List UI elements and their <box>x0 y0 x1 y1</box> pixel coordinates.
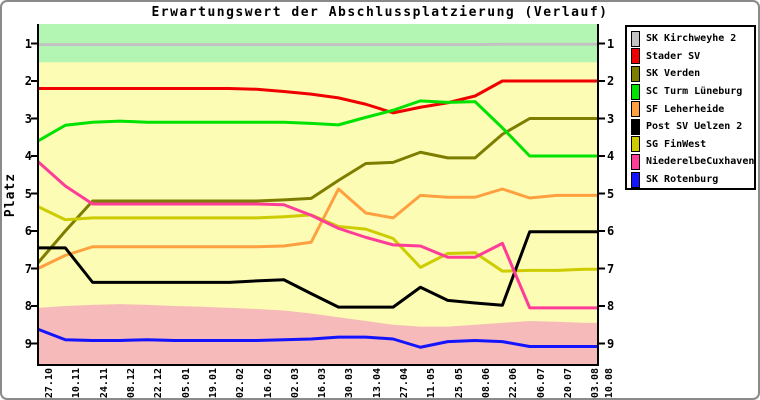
x-tick-label: 02.02 <box>235 368 247 399</box>
x-tick-label: 13.04 <box>371 368 383 399</box>
y-tick-label-left: 3 <box>24 111 32 126</box>
y-tick-label-left: 1 <box>24 36 32 51</box>
series-line-stader-sv <box>38 79 598 115</box>
series-line-post-sv-uelzen-2 <box>38 230 598 309</box>
y-tick-label-right: 7 <box>607 261 615 276</box>
legend-item: SK Verden <box>631 65 754 83</box>
legend-item: NiederelbeCuxhaven <box>631 153 754 171</box>
y-tick-label-right: 6 <box>607 224 615 238</box>
x-tick-label: 02.03 <box>289 368 301 399</box>
legend-label: SK Verden <box>646 68 701 80</box>
x-tick-label: 06.07 <box>535 368 547 399</box>
y-tick-label-right: 9 <box>607 336 615 351</box>
series-line-niederelbecuxhaven <box>37 160 598 310</box>
y-tick-label-left: 8 <box>24 299 32 313</box>
legend-item: SK Rotenburg <box>631 171 754 189</box>
x-tick-label: 27.04 <box>399 368 411 399</box>
y-tick-label-right: 8 <box>607 299 615 313</box>
legend-item: Stader SV <box>631 48 754 66</box>
y-tick-label-right: 3 <box>607 111 615 126</box>
legend-swatch <box>631 83 640 100</box>
x-tick-label: 20.07 <box>563 368 575 399</box>
legend-swatch <box>631 153 640 170</box>
chart-title: Erwartungswert der Abschlussplatzierung … <box>151 5 609 20</box>
x-tick-label: 08.06 <box>481 368 493 399</box>
y-tick-label-right: 4 <box>607 149 615 163</box>
y-tick-label-left: 9 <box>24 336 32 351</box>
legend-swatch <box>631 30 640 47</box>
x-tick-label: 11.05 <box>426 368 438 399</box>
legend-label: SF Leherheide <box>646 103 725 115</box>
zone-relegation <box>38 304 598 366</box>
x-tick-label: 25.05 <box>453 368 465 399</box>
legend-label: SK Rotenburg <box>646 174 719 186</box>
x-tick-label: 24.11 <box>98 368 110 399</box>
legend-box: SK Kirchweyhe 2 Stader SV SK Verden SC Turm… <box>625 25 756 190</box>
legend-swatch <box>631 171 640 188</box>
x-tick-label: 22.06 <box>508 368 520 399</box>
y-tick-label-right: 5 <box>607 186 615 201</box>
series-line-sf-leherheide <box>37 187 598 270</box>
legend-label: Post SV Uelzen 2 <box>646 121 743 133</box>
legend-swatch <box>631 136 640 153</box>
x-tick-label: 19.01 <box>207 368 219 399</box>
x-tick-label: 10.08 <box>604 368 615 399</box>
legend-item: SC Turm Lüneburg <box>631 83 754 101</box>
legend-swatch <box>631 65 640 82</box>
legend-item: SF Leherheide <box>631 100 754 118</box>
y-tick-label-right: 2 <box>607 74 615 88</box>
x-tick-label: 03.08 <box>590 368 602 399</box>
x-tick-label: 08.12 <box>125 368 137 399</box>
legend-swatch <box>631 48 640 65</box>
x-tick-label: 22.12 <box>153 368 165 399</box>
legend-label: SG FinWest <box>646 138 707 150</box>
y-tick-label-left: 2 <box>24 74 32 88</box>
x-tick-label: 05.01 <box>180 368 192 399</box>
x-tick-label: 16.02 <box>262 368 274 399</box>
legend-item: Post SV Uelzen 2 <box>631 118 754 136</box>
legend-label: SK Kirchweyhe 2 <box>646 33 737 45</box>
y-tick-label-left: 4 <box>24 149 32 163</box>
y-tick-label-left: 5 <box>24 186 32 201</box>
legend-item: SG FinWest <box>631 136 754 154</box>
legend-swatch <box>631 101 640 118</box>
x-tick-label: 10.11 <box>71 368 83 399</box>
series-line-sk-verden <box>36 117 598 264</box>
legend-item: SK Kirchweyhe 2 <box>631 30 754 48</box>
y-tick-label-right: 1 <box>607 36 615 51</box>
legend-label: Stader SV <box>646 50 701 62</box>
x-tick-label: 27.10 <box>44 368 55 399</box>
legend-label: NiederelbeCuxhaven <box>646 156 755 168</box>
legend-label: SC Turm Lüneburg <box>646 86 743 98</box>
y-tick-label-left: 7 <box>24 261 32 276</box>
x-tick-label: 30.03 <box>344 368 356 399</box>
x-tick-label: 16.03 <box>317 368 329 399</box>
legend-swatch <box>631 118 640 135</box>
y-tick-label-left: 6 <box>24 224 32 238</box>
series-line-sk-rotenburg <box>37 327 598 349</box>
series-line-sc-turm-l-neburg <box>37 99 598 158</box>
